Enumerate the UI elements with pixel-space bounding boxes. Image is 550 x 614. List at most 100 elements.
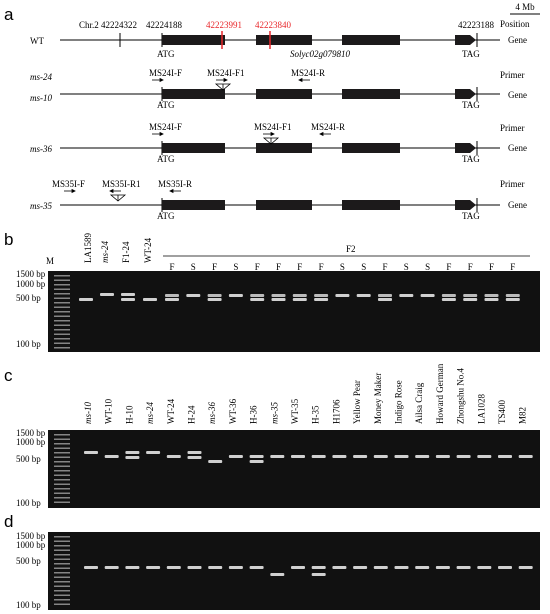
gel-band <box>373 455 388 458</box>
gel-band <box>378 298 392 301</box>
lane-c-label: ms-10 <box>83 402 93 424</box>
ladder-band <box>54 275 70 277</box>
ladder-b-1000: 1000 bp <box>16 279 46 289</box>
gene-model-ms36 <box>60 137 500 155</box>
gel-band <box>484 298 499 301</box>
gene-col-2: Gene <box>508 143 527 153</box>
primer-ms36-f: MS24I-F <box>149 122 182 132</box>
lane-c-label: Howard German <box>435 363 445 424</box>
lane-c-label: LA1028 <box>476 394 486 424</box>
gel-band <box>332 566 347 569</box>
gel-band <box>187 566 202 569</box>
primer-col-1: Primer <box>500 70 525 80</box>
ladder-band <box>54 590 70 592</box>
ladder-band <box>54 545 70 547</box>
coord-chr: Chr.2 42224322 <box>79 20 137 30</box>
ladder-band <box>54 333 70 335</box>
gel-band <box>165 298 179 301</box>
ladder-band <box>54 338 70 340</box>
gel-band <box>314 294 329 297</box>
ms36-label: ms-36 <box>30 144 52 154</box>
ladder-c-1500: 1500 bp <box>16 428 46 438</box>
lane-b-wt24: WT-24 <box>143 237 153 263</box>
gel-band <box>292 298 307 301</box>
gel-band <box>498 566 512 569</box>
primer-ms36-f1: MS24I-F1 <box>254 122 292 132</box>
ladder-b-500: 500 bp <box>16 293 41 303</box>
ladder-band <box>54 585 70 587</box>
ladder-band <box>54 599 70 601</box>
gel-band <box>332 455 347 458</box>
gel-band <box>291 455 305 458</box>
gel-band <box>415 566 430 569</box>
gel-band <box>100 293 114 296</box>
primer-col-2: Primer <box>500 123 525 133</box>
gel-band <box>250 294 265 297</box>
ladder-labels-d: 1500 bp 1000 bp 500 bp 100 bp <box>16 531 46 610</box>
primer-ms24-r: MS24I-R <box>291 68 325 78</box>
ms35-label: ms-35 <box>30 201 52 211</box>
ladder-band <box>54 461 70 463</box>
ladder-band <box>54 342 70 344</box>
ladder-band <box>54 474 70 476</box>
primer-ms35-r: MS35I-R <box>158 179 192 189</box>
lane-b-f1-24: F1-24 <box>121 241 131 263</box>
primer-ms35-f: MS35I-F <box>52 179 85 189</box>
lane-c-label: Zhongshu No.4 <box>456 368 466 424</box>
scale-label: 4 Mb <box>515 2 535 12</box>
gel-image-b <box>48 271 540 352</box>
panel-b-letter: b <box>4 230 13 249</box>
ladder-band <box>54 479 70 481</box>
coord-2: 42223991 <box>206 20 242 30</box>
gel-band <box>399 294 414 297</box>
gel-background <box>48 532 540 610</box>
f2-lane-label: S <box>233 262 238 272</box>
gel-band <box>249 566 264 569</box>
ladder-band <box>54 572 70 574</box>
gel-band <box>456 455 471 458</box>
gel-band <box>84 451 98 454</box>
f2-lane-label: S <box>361 262 366 272</box>
gel-image-c <box>48 430 540 508</box>
lane-c-label: H-36 <box>249 405 259 424</box>
gel-band <box>463 298 478 301</box>
gel-band <box>498 455 512 458</box>
ladder-band <box>54 302 70 304</box>
lane-c-label: Money Maker <box>373 373 383 424</box>
gel-band <box>166 455 181 458</box>
gel-band <box>121 298 135 301</box>
gel-band <box>373 566 388 569</box>
lane-b-m: M <box>46 256 54 266</box>
gel-band <box>356 294 371 297</box>
ladder-band <box>54 279 70 281</box>
primer-ms24-f1: MS24I-F1 <box>207 68 245 78</box>
primer-arrows-ms24 <box>152 77 310 83</box>
lane-c-label: WT-24 <box>166 398 176 424</box>
ms24-label: ms-24 <box>30 72 52 82</box>
gel-band <box>311 566 326 569</box>
lane-c-label: ms-24 <box>145 402 155 424</box>
gene-label-wt: Gene <box>508 35 527 45</box>
gene-id: Solyc02g079810 <box>290 49 350 59</box>
ladder-band <box>54 284 70 286</box>
f2-lane-label: F <box>489 262 494 272</box>
f2-lane-label: F <box>468 262 473 272</box>
ladder-band <box>54 501 70 503</box>
ladder-band <box>54 315 70 317</box>
tag-ms24: TAG <box>462 100 480 110</box>
gel-band <box>477 566 492 569</box>
gel-band <box>208 566 223 569</box>
ladder-band <box>54 483 70 485</box>
gene-model-ms35 <box>60 194 500 212</box>
ladder-b-1500: 1500 bp <box>16 269 46 279</box>
lane-c-label: WT-35 <box>290 398 300 424</box>
coord-3: 42223840 <box>255 20 292 30</box>
lane-c-label: Ailsa Craig <box>414 382 424 424</box>
position-label: Position <box>500 19 530 29</box>
ladder-d-1000: 1000 bp <box>16 540 46 550</box>
primer-col-3: Primer <box>500 179 525 189</box>
panel-c-letter: c <box>4 366 13 385</box>
ladder-band <box>54 567 70 569</box>
f2-lane-label: F <box>276 262 281 272</box>
ms10-label: ms-10 <box>30 93 52 103</box>
